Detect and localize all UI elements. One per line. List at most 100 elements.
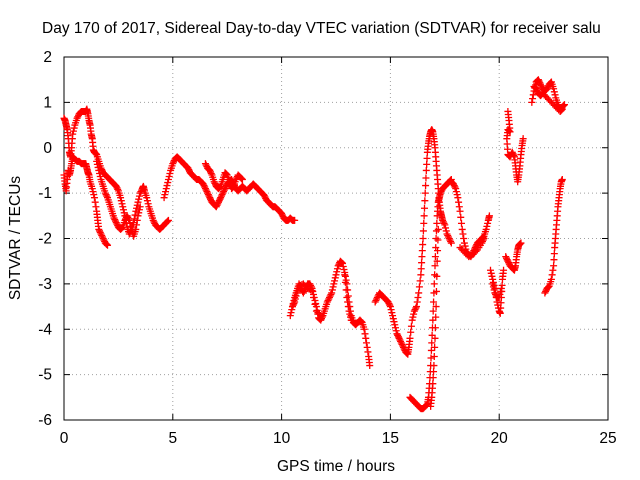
data-point bbox=[430, 298, 438, 306]
data-point bbox=[220, 188, 228, 196]
data-point bbox=[504, 257, 512, 265]
data-point bbox=[214, 200, 222, 208]
data-point bbox=[430, 362, 438, 370]
data-point bbox=[337, 258, 345, 266]
data-point bbox=[483, 222, 491, 230]
data-point bbox=[558, 105, 566, 113]
data-point bbox=[459, 230, 467, 238]
data-point bbox=[205, 192, 213, 200]
data-point bbox=[135, 195, 143, 203]
data-point bbox=[482, 225, 490, 233]
data-point bbox=[391, 324, 399, 332]
data-point bbox=[127, 222, 135, 230]
data-point bbox=[544, 284, 552, 292]
data-point bbox=[545, 283, 553, 291]
data-point bbox=[89, 188, 97, 196]
data-point bbox=[69, 130, 77, 138]
data-point bbox=[341, 278, 349, 286]
data-point bbox=[451, 183, 459, 191]
data-point bbox=[118, 224, 126, 232]
data-point bbox=[165, 172, 173, 180]
data-point bbox=[308, 287, 316, 295]
data-point bbox=[519, 135, 527, 143]
data-point bbox=[291, 216, 299, 224]
data-point bbox=[366, 362, 374, 370]
data-point bbox=[307, 286, 315, 294]
data-point bbox=[202, 161, 210, 169]
data-point bbox=[406, 334, 414, 342]
data-point bbox=[457, 213, 465, 221]
data-point bbox=[446, 236, 454, 244]
data-point bbox=[169, 160, 177, 168]
data-point bbox=[394, 331, 402, 339]
data-point bbox=[217, 192, 225, 200]
data-point bbox=[94, 163, 102, 171]
data-point bbox=[339, 262, 347, 270]
data-point bbox=[95, 166, 103, 174]
data-point bbox=[170, 158, 178, 166]
data-point bbox=[135, 206, 143, 214]
data-point bbox=[207, 169, 215, 177]
data-point bbox=[362, 339, 370, 347]
data-point bbox=[543, 85, 551, 93]
data-point bbox=[390, 318, 398, 326]
data-point bbox=[214, 198, 222, 206]
data-point bbox=[96, 227, 104, 235]
data-point bbox=[422, 182, 430, 190]
x-tick-label: 10 bbox=[273, 430, 291, 447]
data-point bbox=[329, 283, 337, 291]
data-point bbox=[496, 290, 504, 298]
data-point bbox=[427, 354, 435, 362]
data-point bbox=[385, 300, 393, 308]
data-point bbox=[457, 219, 465, 227]
data-point bbox=[433, 219, 441, 227]
data-point bbox=[491, 289, 499, 297]
x-tick-label: 0 bbox=[60, 430, 69, 447]
data-point bbox=[498, 281, 506, 289]
data-point bbox=[529, 95, 537, 103]
data-point bbox=[88, 185, 96, 193]
data-point bbox=[237, 174, 245, 182]
data-point bbox=[132, 225, 140, 233]
data-point bbox=[434, 225, 442, 233]
data-point bbox=[327, 290, 335, 298]
data-point bbox=[143, 194, 151, 202]
data-point bbox=[117, 194, 125, 202]
data-point bbox=[90, 191, 98, 199]
data-point bbox=[455, 198, 463, 206]
data-point bbox=[288, 303, 296, 311]
data-point bbox=[204, 189, 212, 197]
data-point bbox=[164, 179, 172, 187]
data-point bbox=[341, 271, 349, 279]
data-point bbox=[430, 368, 438, 376]
data-point bbox=[74, 113, 82, 121]
data-point bbox=[334, 262, 342, 270]
data-point bbox=[441, 221, 449, 229]
data-point bbox=[160, 194, 168, 202]
x-tick-label: 25 bbox=[599, 430, 616, 447]
data-point bbox=[560, 101, 568, 109]
data-point bbox=[429, 307, 437, 315]
x-tick-label: 20 bbox=[491, 430, 509, 447]
data-point bbox=[510, 151, 518, 159]
data-point bbox=[323, 298, 331, 306]
data-point bbox=[325, 293, 333, 301]
data-point bbox=[332, 271, 340, 279]
data-point bbox=[551, 91, 559, 99]
data-point bbox=[232, 176, 240, 184]
data-point bbox=[413, 298, 421, 306]
data-point bbox=[112, 182, 120, 190]
data-point bbox=[346, 310, 354, 318]
data-point bbox=[206, 194, 214, 202]
data-point bbox=[434, 236, 442, 244]
data-point bbox=[422, 166, 430, 174]
data-point bbox=[421, 189, 429, 197]
data-point bbox=[414, 293, 422, 301]
data-point bbox=[528, 98, 536, 106]
data-point bbox=[399, 342, 407, 350]
data-point bbox=[349, 316, 357, 324]
data-point bbox=[317, 312, 325, 320]
data-point bbox=[102, 191, 110, 199]
data-point bbox=[341, 272, 349, 280]
data-point bbox=[558, 106, 566, 114]
